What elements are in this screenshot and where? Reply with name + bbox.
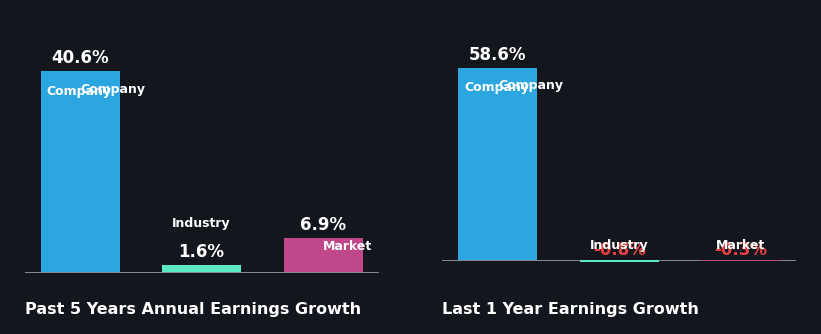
Text: Industry: Industry <box>590 239 649 252</box>
Text: -0.8%: -0.8% <box>593 240 646 259</box>
Text: Industry: Industry <box>172 217 231 230</box>
Text: Market: Market <box>323 240 373 253</box>
Text: 40.6%: 40.6% <box>52 49 109 67</box>
Text: 6.9%: 6.9% <box>300 216 346 234</box>
Text: Past 5 Years Annual Earnings Growth: Past 5 Years Annual Earnings Growth <box>25 302 360 317</box>
Bar <box>458 67 538 260</box>
Bar <box>580 260 658 262</box>
Text: Company: Company <box>47 85 112 98</box>
Text: 58.6%: 58.6% <box>469 46 526 64</box>
Bar <box>41 70 120 273</box>
Bar <box>701 260 780 261</box>
Text: Last 1 Year Earnings Growth: Last 1 Year Earnings Growth <box>443 302 699 317</box>
Bar <box>163 265 241 273</box>
Text: Company: Company <box>465 81 530 94</box>
Text: Company: Company <box>80 83 145 96</box>
Text: 1.6%: 1.6% <box>179 242 225 261</box>
Text: Company: Company <box>498 79 563 92</box>
Text: Market: Market <box>716 239 765 252</box>
Bar <box>283 238 363 273</box>
Text: -0.3%: -0.3% <box>714 240 768 259</box>
